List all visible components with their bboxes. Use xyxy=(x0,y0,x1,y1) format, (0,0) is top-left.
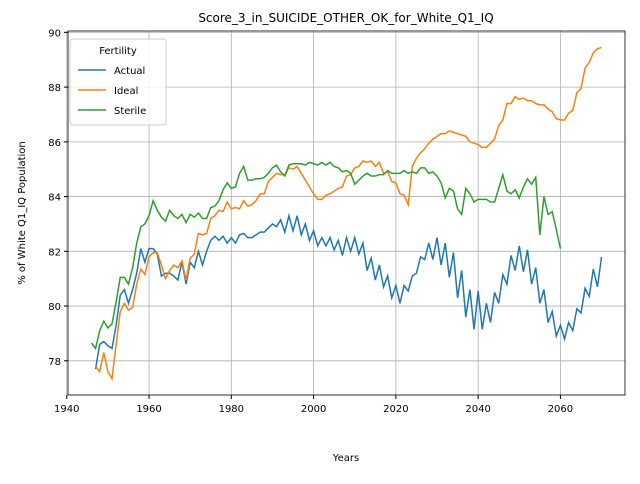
x-axis-label: Years xyxy=(332,453,359,464)
y-tick-label: 88 xyxy=(48,83,61,94)
y-tick-label: 80 xyxy=(48,302,61,313)
x-tick-label: 1980 xyxy=(219,404,244,415)
x-tick-label: 1960 xyxy=(136,404,161,415)
legend-label: Actual xyxy=(114,66,145,77)
x-tick-label: 1940 xyxy=(54,404,79,415)
legend-box xyxy=(69,38,167,126)
y-tick-label: 82 xyxy=(48,247,61,258)
plot-frame xyxy=(67,30,626,396)
series-line xyxy=(94,46,602,381)
x-tick-label: 2060 xyxy=(548,404,573,415)
legend-title: Fertility xyxy=(99,46,137,57)
legend: Fertility Actual Ideal Sterile xyxy=(69,38,167,126)
series-line xyxy=(94,212,603,370)
y-tick-label: 86 xyxy=(48,138,61,149)
legend-label: Sterile xyxy=(114,106,146,117)
series-line xyxy=(90,161,562,351)
y-tick-label: 90 xyxy=(48,28,61,39)
legend-label: Ideal xyxy=(114,86,138,97)
x-tick-label: 2020 xyxy=(383,404,408,415)
y-tick-label: 84 xyxy=(48,193,61,204)
x-tick-label: 2000 xyxy=(301,404,326,415)
y-axis-label: % of White Q1_IQ Population xyxy=(17,141,28,285)
x-tick-label: 2040 xyxy=(465,404,490,415)
chart-title: Score_3_in_SUICIDE_OTHER_OK_for_White_Q1… xyxy=(198,11,493,25)
y-tick-label: 78 xyxy=(48,357,61,368)
